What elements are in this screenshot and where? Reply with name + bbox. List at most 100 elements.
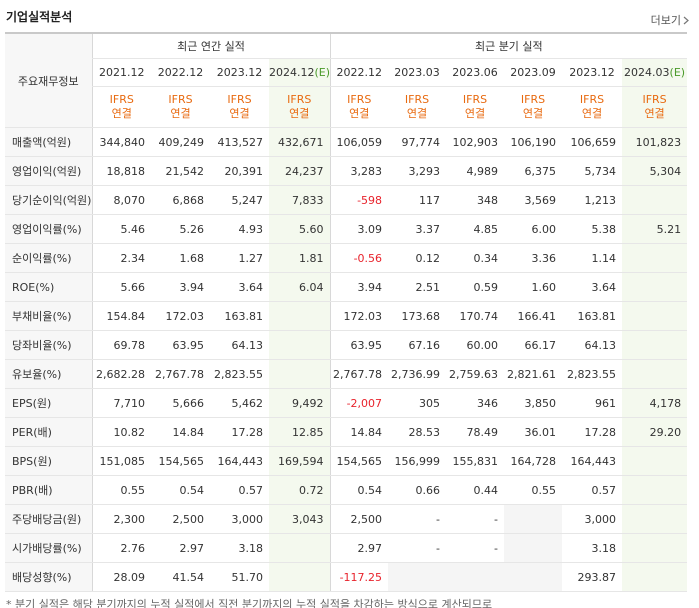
cell: 0.54	[151, 475, 210, 505]
basis-row: IFRS 연결 IFRS 연결 IFRS 연결 IFRS 연결 IFRS 연결 IFRS 연결 IFRS…	[5, 86, 688, 128]
cell: 154,565	[329, 446, 389, 476]
more-link[interactable]: 더보기	[651, 12, 689, 28]
cell	[269, 562, 331, 592]
cell: 97,774	[388, 127, 447, 157]
cell: 4.85	[446, 214, 505, 244]
cell: 156,999	[388, 446, 447, 476]
cell	[504, 533, 563, 563]
basis-header: IFRS 연결	[504, 86, 563, 128]
cell: 173.68	[388, 301, 447, 331]
cell: 2,500	[151, 504, 210, 534]
cell: 3,000	[210, 504, 269, 534]
cell	[388, 562, 447, 592]
cell: 154,565	[151, 446, 210, 476]
cell: 0.55	[504, 475, 563, 505]
basis: IFRS	[404, 93, 430, 106]
basis-header: IFRS 연결	[91, 86, 151, 128]
group-header: 최근 분기 실적	[329, 32, 688, 59]
cell	[622, 185, 688, 215]
estimate-mark: (E)	[314, 66, 331, 79]
cell: 28.53	[388, 417, 447, 447]
cell: 1.27	[210, 243, 269, 273]
basis: IFRS	[347, 93, 372, 106]
data-row: 시가배당률(%) 2.76 2.97 3.18 2.97- -3.18	[5, 533, 688, 563]
cell	[622, 446, 688, 476]
cell: 3.37	[388, 214, 447, 244]
basis-header: IFRS 연결	[446, 86, 505, 128]
period: 2021.12	[99, 66, 145, 79]
cell: 170.74	[446, 301, 505, 331]
cell: 6,375	[504, 156, 563, 186]
cell: 2,759.63	[446, 359, 505, 389]
data-row: 당기순이익(억원) 8,070 6,868 5,247 7,833 -598 117 348 3…	[5, 185, 688, 215]
cell: 2.76	[91, 533, 151, 563]
cell: 1.68	[151, 243, 210, 273]
scope: 연결	[289, 107, 310, 120]
period-header: 2023.03	[388, 58, 447, 87]
period-header: 2021.12	[91, 58, 151, 87]
row-label: BPS(원)	[5, 446, 92, 476]
cell	[622, 504, 688, 534]
cell: 3.94	[329, 272, 389, 302]
cell: 5.66	[91, 272, 151, 302]
cell: 0.66	[388, 475, 447, 505]
cell: 18,818	[91, 156, 151, 186]
cell: 3.64	[210, 272, 269, 302]
period-header: 2022.12	[151, 58, 210, 87]
cell	[269, 533, 331, 563]
period-header: 2023.06	[446, 58, 505, 87]
cell: 10.82	[91, 417, 151, 447]
cell: 3.18	[562, 533, 623, 563]
data-row: 영업이익률(%) 5.46 5.26 4.93 5.60 3.09 3.37 4.85 6.00…	[5, 214, 688, 244]
cell: 0.59	[446, 272, 505, 302]
row-label: 배당성향(%)	[5, 562, 92, 592]
data-row: 순이익률(%) 2.34 1.68 1.27 1.81 -0.56 0.12 0.34 3.36…	[5, 243, 688, 273]
row-label: 주당배당금(원)	[5, 504, 92, 534]
cell: 2.34	[91, 243, 151, 273]
cell: 29.20	[622, 417, 688, 447]
cell: 5.60	[269, 214, 331, 244]
basis-header: IFRS 연결	[329, 86, 389, 128]
cell: 64.13	[562, 330, 623, 360]
cell: 0.34	[446, 243, 505, 273]
scope: 연결	[349, 107, 370, 120]
cell: 164,443	[210, 446, 269, 476]
row-label: 당좌비율(%)	[5, 330, 92, 360]
cell: 409,249	[151, 127, 210, 157]
period: 2022.12	[336, 66, 383, 79]
cell	[269, 359, 331, 389]
cell: 155,831	[446, 446, 505, 476]
cell: 0.57	[562, 475, 623, 505]
cell: 24,237	[269, 156, 331, 186]
cell: 0.12	[388, 243, 447, 273]
cell: 36.01	[504, 417, 563, 447]
cell: 3,000	[562, 504, 623, 534]
scope: 연결	[229, 107, 250, 120]
cell: 9,492	[269, 388, 331, 418]
cell: 69.78	[91, 330, 151, 360]
data-row: 주당배당금(원) 2,300 2,500 3,000 3,043 2,500- -3,000	[5, 504, 688, 534]
period: 2023.09	[510, 66, 556, 79]
cell: 3,569	[504, 185, 563, 215]
cell: -598	[329, 185, 389, 215]
more-label[interactable]: 더보기	[650, 14, 681, 27]
period-header: 2024.12(E)	[269, 58, 331, 87]
cell: 7,710	[91, 388, 151, 418]
basis-header: IFRS 연결	[622, 86, 688, 128]
cell: -117.25	[329, 562, 389, 592]
scope: 연결	[111, 107, 132, 120]
cell: 3,043	[269, 504, 331, 534]
cell: 106,190	[504, 127, 563, 157]
cell: 2,767.78	[151, 359, 210, 389]
cell: 164,728	[504, 446, 563, 476]
cell	[622, 562, 688, 592]
cell: 3,850	[504, 388, 563, 418]
cell: 2.51	[388, 272, 447, 302]
cell: 1.81	[269, 243, 331, 273]
cell: 6,868	[151, 185, 210, 215]
cell: 172.03	[329, 301, 389, 331]
cell: 2,300	[91, 504, 151, 534]
cell: 41.54	[151, 562, 210, 592]
cell: 0.55	[91, 475, 151, 505]
cell: 6.04	[269, 272, 331, 302]
